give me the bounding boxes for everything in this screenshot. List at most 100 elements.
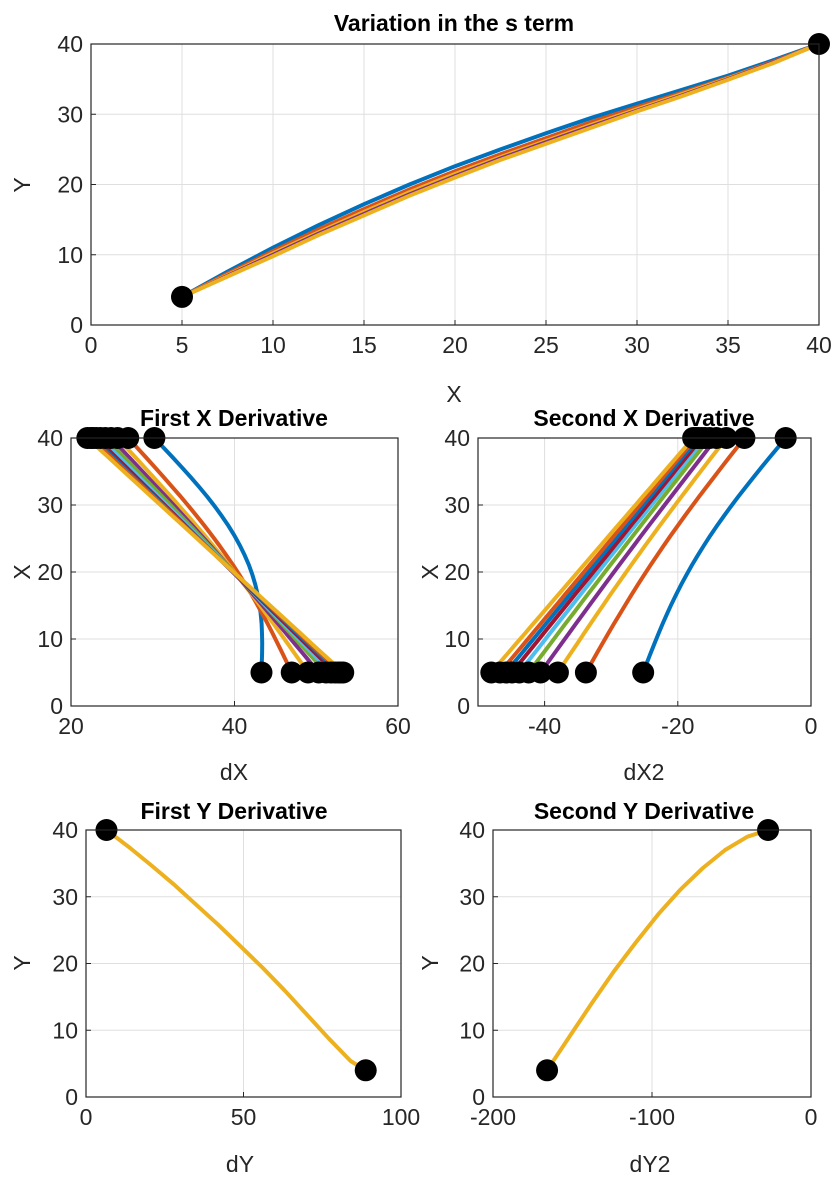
x-tick-label: 20 bbox=[442, 332, 468, 358]
plot-area: -40 -20 0 0 10 20 30 40 bbox=[444, 425, 817, 739]
x-axis-label: dX bbox=[220, 759, 248, 785]
plot-dx2: -40 -20 0 0 10 20 30 40 Second X Derivative dX2… bbox=[417, 405, 817, 785]
y-axis-label: Y bbox=[9, 955, 35, 970]
x-axis-label: dY2 bbox=[630, 1151, 671, 1177]
y-axis-label: X bbox=[9, 564, 35, 579]
x-tick-label: -40 bbox=[528, 713, 561, 739]
plot-dx: 20 40 60 0 10 20 30 40 First X Derivative dX X bbox=[9, 405, 411, 785]
y-tick-label: 20 bbox=[52, 951, 78, 977]
axes-frame bbox=[70, 437, 399, 707]
endpoint-marker bbox=[574, 661, 597, 684]
x-tick-label: 40 bbox=[222, 713, 248, 739]
x-tick-label: 0 bbox=[805, 1104, 818, 1130]
y-tick-label: 40 bbox=[37, 425, 63, 451]
y-tick-label: 0 bbox=[50, 693, 63, 719]
x-tick-label: 15 bbox=[351, 332, 377, 358]
y-tick-label: 40 bbox=[444, 425, 470, 451]
series-line bbox=[85, 436, 346, 675]
y-tick-label: 30 bbox=[52, 884, 78, 910]
plot-title: Second Y Derivative bbox=[534, 798, 754, 824]
x-tick-label: 10 bbox=[260, 332, 286, 358]
y-tick-label: 20 bbox=[459, 951, 485, 977]
series-line bbox=[126, 436, 294, 675]
y-tick-label: 30 bbox=[459, 884, 485, 910]
endpoint-marker bbox=[546, 661, 569, 684]
y-tick-label: 30 bbox=[57, 101, 83, 127]
plot-title: Variation in the s term bbox=[334, 10, 574, 36]
x-tick-label: 60 bbox=[385, 713, 411, 739]
y-tick-label: 20 bbox=[37, 559, 63, 585]
endpoint-marker bbox=[480, 661, 503, 684]
endpoint-marker bbox=[536, 1059, 559, 1082]
axes-frame bbox=[492, 829, 812, 1098]
x-axis-label: X bbox=[446, 381, 461, 407]
y-tick-label: 0 bbox=[472, 1084, 485, 1110]
x-axis-label: dY bbox=[226, 1151, 254, 1177]
plot-area: 0 5 10 15 20 25 30 35 40 0 10 20 30 40 bbox=[57, 31, 831, 358]
y-tick-label: 40 bbox=[459, 817, 485, 843]
x-tick-label: 50 bbox=[231, 1104, 257, 1130]
series-line bbox=[180, 42, 821, 299]
series-line bbox=[538, 436, 719, 675]
axes-frame bbox=[90, 43, 820, 326]
y-tick-label: 30 bbox=[37, 492, 63, 518]
x-tick-label: 20 bbox=[58, 713, 84, 739]
x-tick-label: 0 bbox=[85, 332, 98, 358]
plot-title: Second X Derivative bbox=[533, 405, 754, 431]
x-tick-label: 40 bbox=[806, 332, 832, 358]
series-line bbox=[555, 436, 729, 675]
series-line bbox=[498, 436, 698, 675]
y-axis-label: Y bbox=[417, 955, 443, 970]
y-tick-label: 10 bbox=[52, 1017, 78, 1043]
x-tick-label: -200 bbox=[470, 1104, 516, 1130]
x-tick-label: 35 bbox=[715, 332, 741, 358]
series-line bbox=[504, 436, 701, 675]
axes-frame bbox=[477, 437, 812, 707]
endpoint-marker bbox=[250, 661, 273, 684]
y-tick-label: 0 bbox=[65, 1084, 78, 1110]
series-line bbox=[545, 828, 771, 1073]
plot-area: -200 -100 0 0 10 20 30 40 bbox=[459, 817, 817, 1130]
y-tick-label: 20 bbox=[444, 559, 470, 585]
axes-frame bbox=[85, 829, 402, 1098]
x-tick-label: 0 bbox=[805, 713, 818, 739]
endpoint-marker bbox=[280, 661, 303, 684]
plot-dy2: -200 -100 0 0 10 20 30 40 Second Y Derivative d… bbox=[417, 798, 817, 1177]
x-tick-label: -20 bbox=[661, 713, 694, 739]
y-tick-label: 40 bbox=[52, 817, 78, 843]
endpoint-marker bbox=[632, 661, 655, 684]
plot-title: First Y Derivative bbox=[140, 798, 327, 824]
y-tick-label: 20 bbox=[57, 172, 83, 198]
series-line bbox=[526, 436, 712, 675]
plot-s-term: 0 5 10 15 20 25 30 35 40 0 10 20 30 40 Variation in t… bbox=[9, 10, 832, 407]
y-tick-label: 40 bbox=[57, 31, 83, 57]
endpoint-marker bbox=[332, 661, 355, 684]
endpoint-marker bbox=[171, 285, 193, 308]
x-tick-label: -100 bbox=[629, 1104, 675, 1130]
y-tick-label: 30 bbox=[444, 492, 470, 518]
series-line bbox=[583, 436, 747, 675]
series-line bbox=[641, 436, 788, 675]
y-tick-label: 10 bbox=[57, 242, 83, 268]
series-line bbox=[104, 828, 368, 1073]
x-axis-label: dX2 bbox=[624, 759, 665, 785]
y-axis-label: X bbox=[417, 564, 443, 579]
series-line bbox=[510, 436, 704, 675]
x-tick-label: 5 bbox=[176, 332, 189, 358]
y-tick-label: 0 bbox=[70, 312, 83, 338]
x-tick-label: 25 bbox=[533, 332, 559, 358]
y-axis-label: Y bbox=[9, 177, 35, 192]
plot-dy: 0 50 100 0 10 20 30 40 First Y Derivative dY Y bbox=[9, 798, 420, 1177]
x-tick-label: 100 bbox=[382, 1104, 420, 1130]
y-tick-label: 10 bbox=[459, 1017, 485, 1043]
plot-title: First X Derivative bbox=[140, 405, 328, 431]
plot-area: 20 40 60 0 10 20 30 40 bbox=[37, 425, 410, 739]
x-tick-label: 30 bbox=[624, 332, 650, 358]
y-tick-label: 10 bbox=[37, 626, 63, 652]
y-tick-label: 0 bbox=[457, 693, 470, 719]
series-line bbox=[180, 42, 821, 299]
series-line bbox=[517, 436, 708, 675]
series-line bbox=[152, 436, 265, 675]
